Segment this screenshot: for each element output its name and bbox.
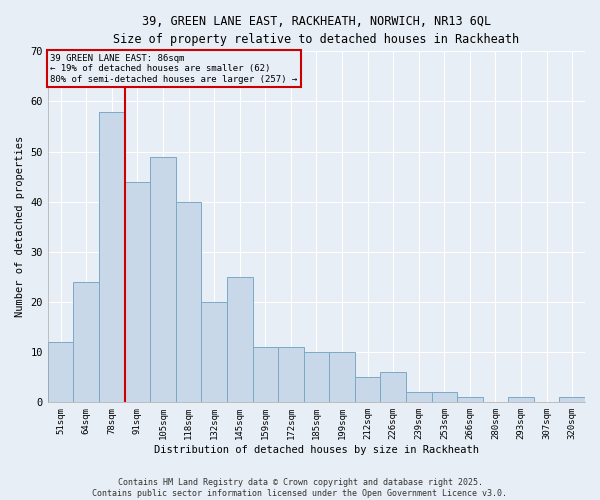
Bar [304,352,329,403]
Bar [431,392,457,402]
Bar [457,398,482,402]
Bar [329,352,355,403]
X-axis label: Distribution of detached houses by size in Rackheath: Distribution of detached houses by size … [154,445,479,455]
Bar [380,372,406,402]
Bar [406,392,431,402]
Title: 39, GREEN LANE EAST, RACKHEATH, NORWICH, NR13 6QL
Size of property relative to d: 39, GREEN LANE EAST, RACKHEATH, NORWICH,… [113,15,520,46]
Bar [253,347,278,403]
Bar [73,282,99,403]
Text: Contains HM Land Registry data © Crown copyright and database right 2025.
Contai: Contains HM Land Registry data © Crown c… [92,478,508,498]
Bar [176,202,202,402]
Bar [355,378,380,402]
Bar [278,347,304,403]
Bar [48,342,73,402]
Y-axis label: Number of detached properties: Number of detached properties [15,136,25,318]
Bar [125,182,150,402]
Bar [99,112,125,403]
Bar [508,398,534,402]
Bar [150,156,176,402]
Bar [202,302,227,402]
Text: 39 GREEN LANE EAST: 86sqm
← 19% of detached houses are smaller (62)
80% of semi-: 39 GREEN LANE EAST: 86sqm ← 19% of detac… [50,54,298,84]
Bar [227,277,253,402]
Bar [559,398,585,402]
